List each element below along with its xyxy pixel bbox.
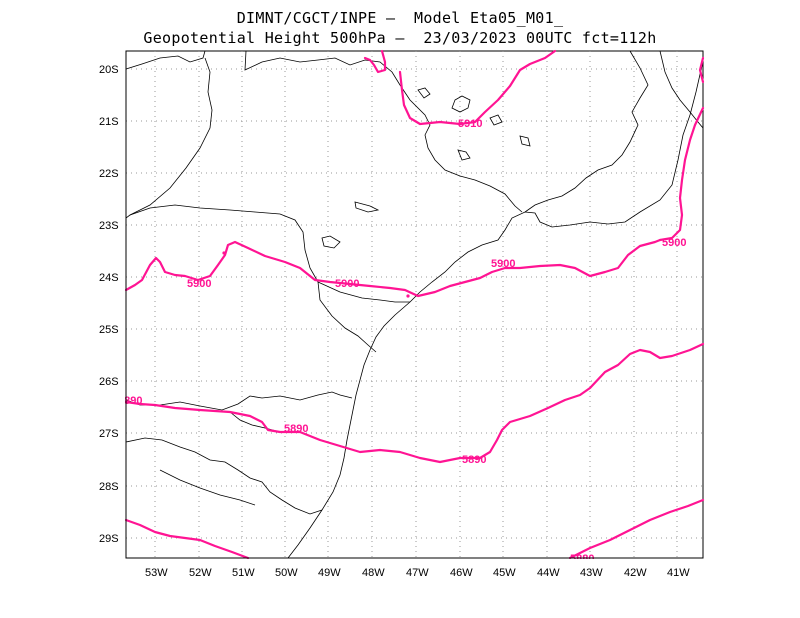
y-label-22s: 22S <box>99 168 119 180</box>
contour-5880 <box>568 498 705 560</box>
contour-5880-west <box>124 518 250 560</box>
contour-label-5890-east: 5890 <box>462 454 486 466</box>
contour-5900 <box>124 238 662 298</box>
x-label-43w: 43W <box>580 567 603 579</box>
x-label-45w: 45W <box>493 567 516 579</box>
contour-label-5900-far-east: 5900 <box>662 237 686 249</box>
y-label-26s: 26S <box>99 376 119 388</box>
y-label-29s: 29S <box>99 533 119 545</box>
grid <box>126 51 703 558</box>
y-label-23s: 23S <box>99 220 119 232</box>
x-label-48w: 48W <box>362 567 385 579</box>
plot-frame <box>125 50 704 559</box>
title-line-1: DIMNT/CGCT/INPE – Model Eta05_M01_ <box>236 9 564 27</box>
y-axis-labels: 20S 21S 22S 23S 24S 25S 26S 27S 28S 29S <box>99 64 119 545</box>
contour-5900-east-arm <box>658 106 705 242</box>
coastlines-and-borders <box>125 50 704 559</box>
x-label-50w: 50W <box>275 567 298 579</box>
y-label-27s: 27S <box>99 428 119 440</box>
y-label-24s: 24S <box>99 272 119 284</box>
contour-5910-west <box>363 49 387 74</box>
x-label-47w: 47W <box>406 567 429 579</box>
x-label-41w: 41W <box>667 567 690 579</box>
contour-5910-east <box>698 56 705 84</box>
x-label-49w: 49W <box>318 567 341 579</box>
y-label-20s: 20S <box>99 64 119 76</box>
x-label-51w: 51W <box>232 567 255 579</box>
x-axis-labels: 53W 52W 51W 50W 49W 48W 47W 46W 45W 44W … <box>145 567 690 579</box>
x-label-46w: 46W <box>450 567 473 579</box>
x-label-52w: 52W <box>189 567 212 579</box>
y-label-25s: 25S <box>99 324 119 336</box>
contour-5890 <box>124 342 705 464</box>
contour-label-5900-east: 5900 <box>491 258 515 270</box>
contour-5910 <box>398 49 557 126</box>
x-label-42w: 42W <box>624 567 647 579</box>
y-label-28s: 28S <box>99 481 119 493</box>
x-label-53w: 53W <box>145 567 168 579</box>
isohypses <box>124 49 705 560</box>
contour-label-5900-west: 5900 <box>187 278 211 290</box>
contour-label-5890-center: 5890 <box>284 423 308 435</box>
title-line-2: Geopotential Height 500hPa – 23/03/2023 … <box>143 29 657 47</box>
contour-label-5910: 5910 <box>458 118 482 130</box>
x-label-44w: 44W <box>537 567 560 579</box>
contour-label-5900-center: 5900 <box>335 278 359 290</box>
y-label-21s: 21S <box>99 116 119 128</box>
